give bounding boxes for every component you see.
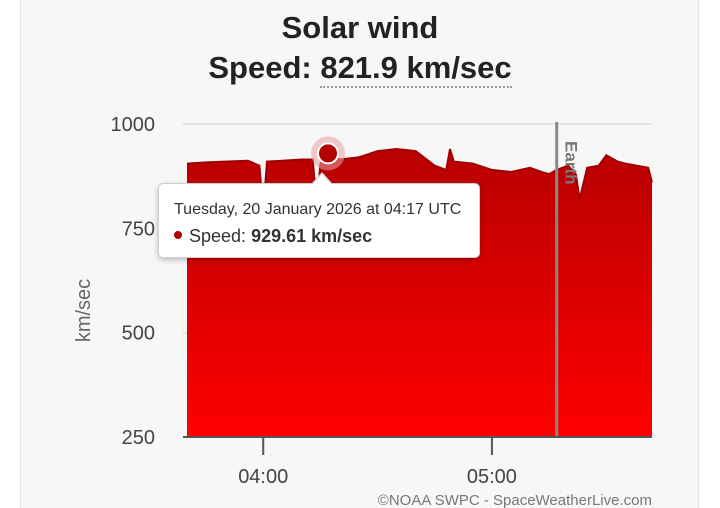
tooltip-date: Tuesday, 20 January 2026 at 04:17 UTC [174,201,462,218]
y-axis-label: km/sec [73,279,95,342]
speed-value[interactable]: 821.9 km/sec [320,50,512,88]
tooltip-value: 929.61 km/sec [251,226,373,246]
x-tick-label: 04:00 [238,466,288,488]
y-tick-label: 500 [122,323,155,345]
credit-text[interactable]: ©NOAA SWPC - SpaceWeatherLive.com [378,492,652,508]
series-marker-icon [174,231,182,240]
chart-title: Solar wind [281,10,439,45]
y-tick-label: 1000 [111,114,156,136]
y-tick-label: 250 [122,427,155,449]
tooltip-speed: Speed: 929.61 km/sec [174,226,372,247]
y-tick-label: 750 [122,218,155,240]
speed-line [186,147,653,212]
highlight-point[interactable] [317,142,340,165]
speed-readout: Speed: 821.9 km/sec [0,50,720,88]
earth-label: Earth [562,141,581,184]
x-tick-label: 05:00 [467,466,517,488]
tooltip: Tuesday, 20 January 2026 at 04:17 UTC Sp… [158,172,480,258]
speed-label: Speed: [208,50,312,85]
tooltip-series-label: Speed: [189,226,247,246]
